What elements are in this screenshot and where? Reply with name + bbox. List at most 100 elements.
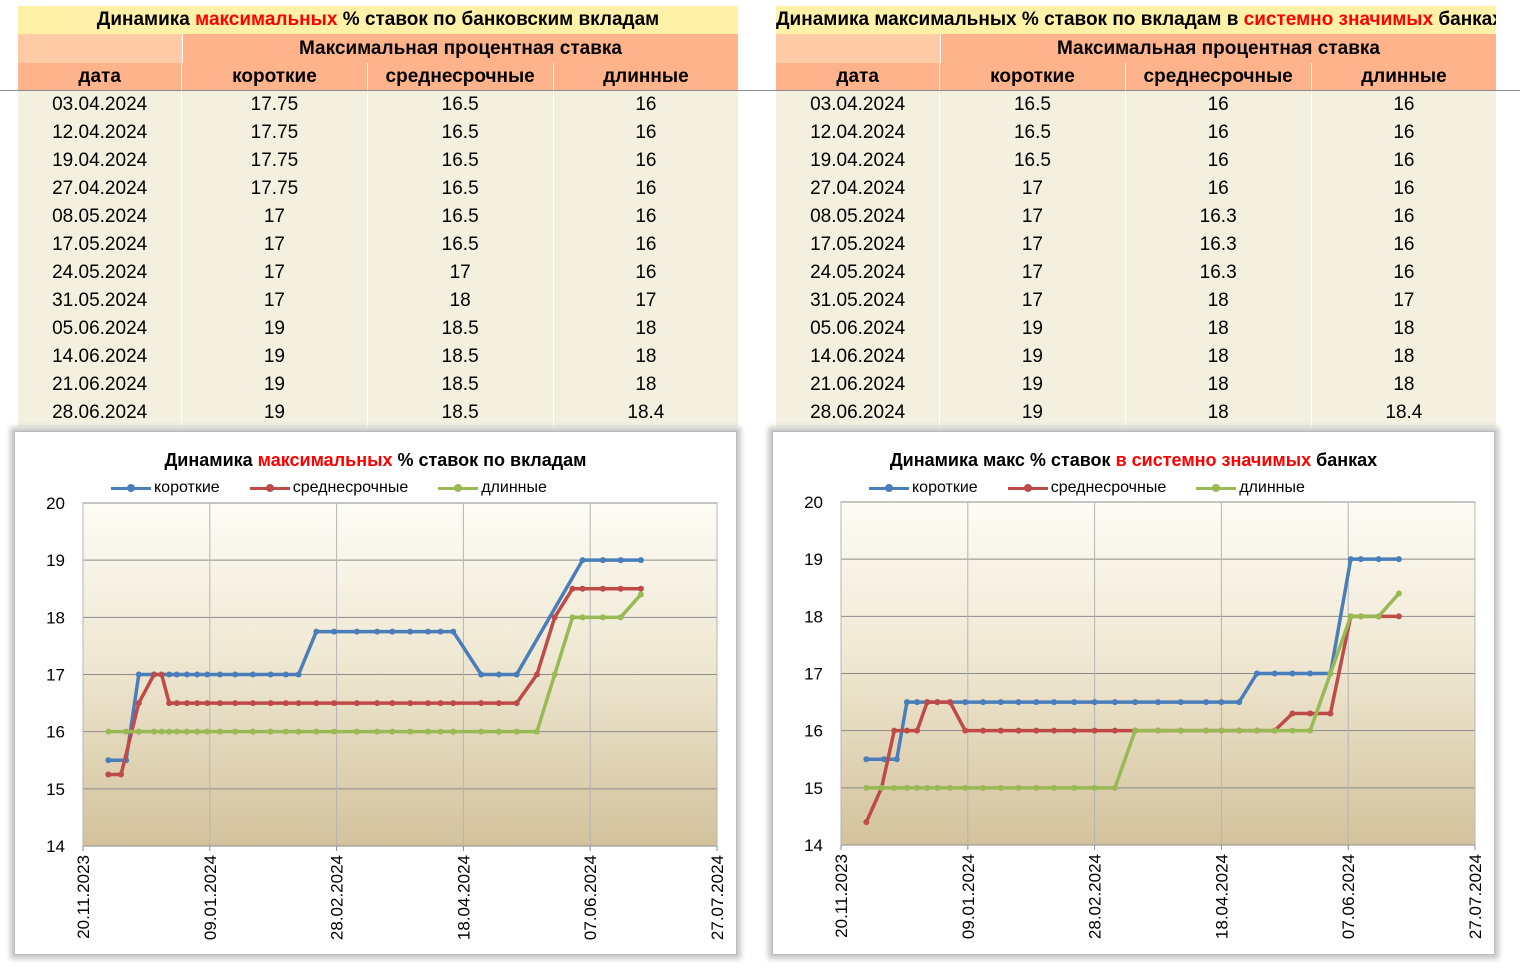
chart-plot: 14 15 16 17 18 19 20 20.11.2023 09.01.2024 28.02.… [46, 494, 727, 940]
data-point [637, 591, 644, 598]
data-point [407, 628, 414, 635]
data-point [1155, 699, 1161, 706]
data-point [914, 727, 921, 734]
data-point [947, 784, 954, 791]
data-point [1071, 784, 1078, 791]
table-cell: 16 [1124, 119, 1311, 147]
data-point [232, 700, 239, 707]
data-point [1218, 727, 1225, 734]
table-cell: 19 [939, 343, 1124, 371]
y-tick-label: 14 [46, 837, 65, 856]
data-point [1236, 727, 1243, 734]
data-point [1327, 670, 1334, 677]
table-cell: 17 [939, 203, 1124, 231]
data-point [267, 728, 274, 735]
y-tick-label: 17 [46, 666, 65, 685]
data-point [891, 727, 898, 734]
table-cell: 19 [939, 371, 1124, 399]
y-tick-label: 15 [46, 780, 65, 799]
data-point [437, 728, 444, 735]
data-point [863, 756, 870, 763]
data-point [295, 700, 302, 707]
data-point [249, 700, 256, 707]
y-tick-label: 17 [804, 665, 823, 684]
chart-title: Динамика макс % ставок в системно значим… [889, 450, 1378, 470]
table-cell: 28.06.2024 [810, 402, 906, 423]
table-row: 28.06.2024 19 18 18.4 [776, 399, 1496, 427]
table-cell: 17 [552, 287, 738, 315]
data-point [204, 700, 211, 707]
data-point [914, 784, 921, 791]
chart-title: Динамика максимальных % ставок по вклада… [164, 450, 587, 470]
table-cell: 21.06.2024 [810, 374, 906, 395]
data-point [353, 728, 360, 735]
data-point [1071, 699, 1078, 706]
y-tick-label: 14 [804, 836, 823, 855]
data-point [232, 671, 239, 678]
data-point [267, 700, 274, 707]
data-point [166, 728, 173, 735]
table-row: 03.04.2024 17.75 16.5 16 [18, 91, 738, 119]
table-cell: 27.04.2024 [810, 178, 906, 199]
data-point [478, 700, 485, 707]
table-cell: 17.75 [181, 91, 366, 119]
table-cell: 16 [1310, 175, 1496, 203]
y-tick-label: 16 [804, 722, 823, 741]
table-row: 28.06.2024 19 18.5 18.4 [18, 399, 738, 427]
data-point [105, 728, 112, 735]
table-cell: 18 [1124, 399, 1311, 427]
data-point [216, 728, 223, 735]
table-cell: 17 [181, 259, 366, 287]
data-point [194, 728, 201, 735]
legend-swatch [111, 484, 151, 492]
table-cell: 08.05.2024 [810, 206, 906, 227]
table-cell: 05.06.2024 [810, 318, 906, 339]
table-cell: 18 [552, 343, 738, 371]
table-cell: 31.05.2024 [52, 290, 148, 311]
data-point [1051, 699, 1058, 706]
table-cell: 18.4 [1310, 399, 1496, 427]
data-point [151, 671, 158, 678]
data-point [903, 727, 910, 734]
data-point [135, 728, 142, 735]
data-point [903, 784, 910, 791]
legend-item: короткие [869, 479, 978, 497]
data-point [617, 614, 624, 621]
table-row: 14.06.2024 19 18 18 [776, 343, 1496, 371]
table-cell: 08.05.2024 [52, 206, 148, 227]
table-cell: 16 [1124, 175, 1311, 203]
data-point [194, 700, 201, 707]
data-point [166, 700, 173, 707]
data-point [282, 700, 289, 707]
data-point [1375, 556, 1382, 563]
data-point [151, 728, 158, 735]
data-point [551, 614, 558, 621]
data-point [1051, 784, 1058, 791]
table-cell: 19 [939, 399, 1124, 427]
table-cell: 18.4 [552, 399, 738, 427]
data-point [282, 671, 289, 678]
data-point [173, 700, 180, 707]
legend-item: длинные [1196, 479, 1305, 497]
y-tick-label: 15 [804, 779, 823, 798]
table-body: 03.04.2024 17.75 16.5 16 12.04.2024 17.75 16.5… [18, 91, 738, 427]
data-point [893, 756, 900, 763]
data-point [353, 628, 360, 635]
data-point [1132, 699, 1139, 706]
data-point [980, 727, 987, 734]
table-max-rates: Динамика максимальных % ставок по банков… [18, 6, 738, 427]
data-point [878, 784, 885, 791]
data-point [903, 699, 910, 706]
table-cell: 16.5 [939, 119, 1124, 147]
table-row: 21.06.2024 19 18 18 [776, 371, 1496, 399]
table-row: 12.04.2024 17.75 16.5 16 [18, 119, 738, 147]
data-point [183, 700, 190, 707]
table-cell: 16 [1124, 147, 1311, 175]
table-body: 03.04.2024 16.5 16 16 12.04.2024 16.5 16 16 19.0… [776, 91, 1496, 427]
data-point [551, 671, 558, 678]
data-point [924, 699, 931, 706]
data-point [166, 671, 173, 678]
data-point [1015, 699, 1022, 706]
table-cell: 31.05.2024 [810, 290, 906, 311]
chart-sib-rates: Динамика макс % ставок в системно значим… [772, 431, 1495, 955]
